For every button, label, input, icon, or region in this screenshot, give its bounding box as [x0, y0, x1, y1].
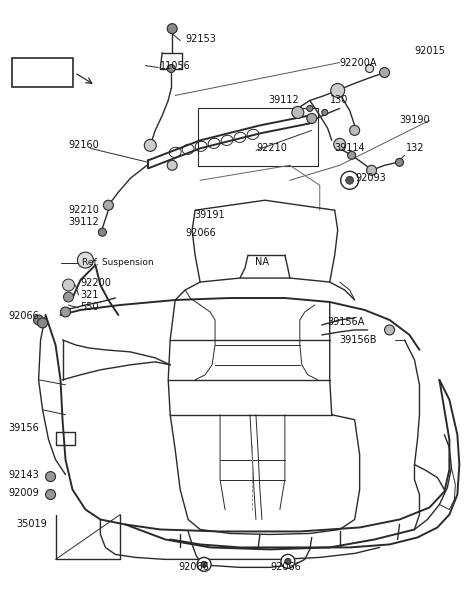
Circle shape	[103, 200, 113, 210]
Text: 39156: 39156	[9, 423, 39, 433]
Text: 321: 321	[81, 290, 99, 300]
Circle shape	[366, 166, 376, 175]
Circle shape	[167, 23, 177, 34]
Circle shape	[77, 252, 93, 268]
Circle shape	[63, 279, 74, 291]
Circle shape	[346, 176, 354, 184]
Circle shape	[99, 228, 106, 236]
Text: 92200A: 92200A	[340, 58, 377, 68]
Circle shape	[64, 292, 73, 302]
Circle shape	[167, 65, 175, 73]
Text: 39191: 39191	[194, 210, 225, 220]
Bar	[198, 109, 318, 166]
FancyBboxPatch shape	[12, 58, 73, 88]
Text: NA: NA	[255, 257, 269, 267]
Text: 92066: 92066	[9, 311, 39, 321]
Text: 130: 130	[330, 95, 348, 106]
Circle shape	[350, 125, 360, 136]
Circle shape	[395, 158, 403, 166]
Text: 39114: 39114	[335, 143, 365, 154]
Text: 39156A: 39156A	[328, 317, 365, 327]
Text: 92066: 92066	[185, 228, 216, 238]
Circle shape	[144, 139, 156, 151]
Circle shape	[46, 472, 55, 482]
Text: 92160: 92160	[69, 140, 99, 151]
Text: 92210: 92210	[256, 143, 287, 154]
Circle shape	[201, 562, 207, 568]
Circle shape	[292, 106, 304, 118]
Circle shape	[380, 68, 390, 77]
Text: 92210: 92210	[69, 205, 100, 215]
Text: FRONT: FRONT	[23, 68, 63, 77]
Text: 39112: 39112	[268, 95, 299, 106]
Text: 92153: 92153	[185, 34, 216, 44]
Text: 39112: 39112	[69, 217, 99, 227]
Circle shape	[307, 106, 313, 112]
Text: 92093: 92093	[356, 173, 386, 183]
Circle shape	[322, 109, 328, 115]
Text: Ref. Suspension: Ref. Suspension	[82, 257, 154, 266]
Circle shape	[281, 554, 295, 568]
Text: 92015: 92015	[414, 46, 446, 56]
Circle shape	[334, 139, 346, 151]
Text: 92009: 92009	[9, 488, 39, 497]
Circle shape	[46, 490, 55, 500]
Circle shape	[285, 559, 291, 565]
Text: 39156B: 39156B	[340, 335, 377, 345]
Text: 92200: 92200	[81, 278, 111, 288]
Text: 92066: 92066	[270, 562, 301, 572]
Circle shape	[37, 318, 47, 328]
Circle shape	[307, 113, 317, 124]
Text: 11056: 11056	[160, 61, 191, 71]
Circle shape	[197, 557, 211, 571]
Text: 92066: 92066	[178, 562, 209, 572]
Circle shape	[365, 65, 374, 73]
Circle shape	[331, 83, 345, 97]
Circle shape	[167, 160, 177, 170]
Circle shape	[347, 151, 356, 160]
Text: 132: 132	[405, 143, 424, 154]
Text: 35019: 35019	[17, 520, 47, 529]
Text: 550: 550	[81, 302, 99, 312]
Circle shape	[34, 315, 44, 325]
Circle shape	[384, 325, 394, 335]
Circle shape	[61, 307, 71, 317]
Text: 92143: 92143	[9, 470, 39, 479]
Text: 39190: 39190	[400, 115, 430, 125]
